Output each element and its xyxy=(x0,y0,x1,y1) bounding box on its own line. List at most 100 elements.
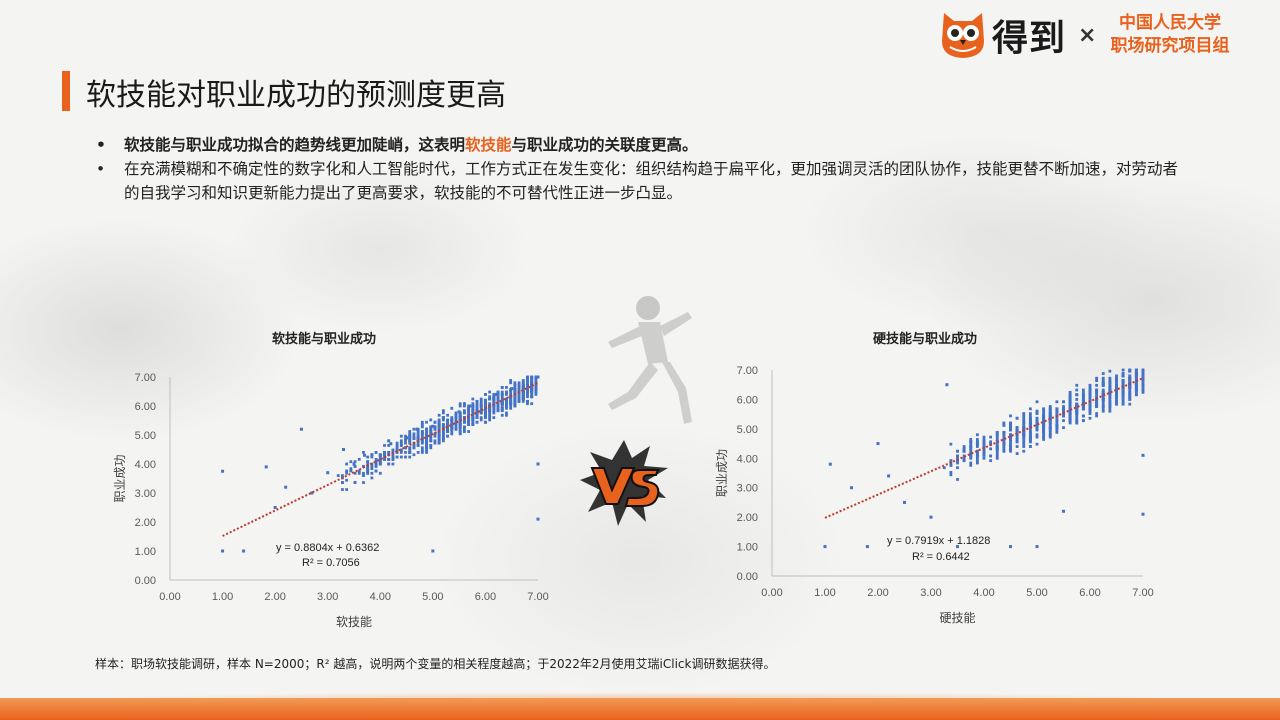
chart-2-data-point xyxy=(949,463,953,467)
chart-2-data-point xyxy=(1075,419,1079,423)
chart-1-data-point xyxy=(471,418,475,422)
chart-2-data-point xyxy=(1055,426,1059,430)
chart-1-data-point xyxy=(505,406,508,410)
chart-2-data-point xyxy=(887,474,891,478)
chart-1-data-point xyxy=(404,451,407,454)
chart-1-data-point xyxy=(454,425,458,429)
chart-1-data-point xyxy=(530,379,534,382)
chart-1-data-point xyxy=(496,397,500,401)
chart-2-data-point xyxy=(1002,423,1006,427)
chart-1-data-point xyxy=(437,413,441,417)
owl-logo-icon xyxy=(942,13,984,58)
chart-1-data-point xyxy=(530,393,534,396)
chart-1-data-point xyxy=(408,446,412,450)
chart-2-data-point xyxy=(1042,433,1046,437)
chart-2-data-point xyxy=(1121,379,1125,382)
chart-1-data-point xyxy=(345,488,349,491)
chart-2-data-point xyxy=(1028,421,1032,425)
chart-1-data-point xyxy=(505,402,508,406)
chart-1-data-point xyxy=(395,455,399,459)
chart-2-data-point xyxy=(1042,419,1046,423)
chart-1-data-point xyxy=(391,462,395,466)
chart-2-data-point xyxy=(969,440,973,444)
chart-2-data-point xyxy=(1055,412,1059,415)
chart-2-data-point xyxy=(1002,438,1006,441)
chart-2-data-point xyxy=(1068,407,1072,411)
chart-1-data-point xyxy=(463,425,466,429)
chart-1-data-point xyxy=(404,434,407,438)
chart-1-x-tick-label: 5.00 xyxy=(422,591,443,603)
chart-1-data-point xyxy=(484,402,487,406)
chart-2-data-point xyxy=(956,466,959,470)
chart-1-data-point xyxy=(450,427,454,431)
chart-2-data-point xyxy=(1128,395,1132,399)
chart-1-data-point xyxy=(534,393,538,396)
partner-line-2: 职场研究项目组 xyxy=(1110,36,1230,56)
chart-1-data-point xyxy=(441,430,445,433)
chart-2-y-tick-label: 0.00 xyxy=(737,571,758,583)
chart-1-data-point xyxy=(395,446,399,450)
chart-1-data-point xyxy=(458,432,462,436)
chart-1-y-tick-label: 4.00 xyxy=(135,459,156,471)
chart-1-data-point xyxy=(505,413,508,417)
chart-1-data-point xyxy=(366,469,370,473)
chart-1-data-point xyxy=(521,395,525,399)
chart-1-data-point xyxy=(513,381,517,385)
chart-2-data-point xyxy=(1048,419,1052,423)
chart-1-data-point xyxy=(416,437,420,440)
chart-1-data-point xyxy=(425,432,428,436)
chart-1-title: 软技能与职业成功 xyxy=(272,332,377,347)
chart-1-data-point xyxy=(221,469,225,473)
chart-2-data-point xyxy=(1035,435,1039,439)
chart-1-data-point xyxy=(463,427,466,431)
chart-1-data-point xyxy=(471,402,475,406)
chart-2-data-point xyxy=(1115,393,1118,397)
bottom-orange-band xyxy=(0,698,1280,720)
chart-1-data-point xyxy=(526,399,529,403)
chart-1-data-point xyxy=(530,381,534,385)
chart-1-data-point xyxy=(479,418,483,422)
chart-2-data-point xyxy=(975,442,979,446)
chart-2-data-point xyxy=(956,449,959,453)
chart-1-data-point xyxy=(500,413,504,417)
bullet-1-post: 与职业成功的关联度更高。 xyxy=(511,136,698,154)
chart-1-data-point xyxy=(425,437,428,440)
chart-1-data-point xyxy=(509,402,513,406)
chart-1-data-point xyxy=(408,441,412,445)
chart-1-r2-label: R² = 0.7056 xyxy=(302,557,360,569)
chart-2-data-point xyxy=(1095,393,1099,397)
chart-2-data-point xyxy=(982,445,986,448)
chart-1-data-point xyxy=(521,388,525,392)
chart-2-data-point xyxy=(969,452,973,455)
chart-1-data-point xyxy=(420,425,424,429)
chart-2-data-point xyxy=(962,449,966,453)
chart-1-x-axis-label: 软技能 xyxy=(336,615,372,629)
chart-2-data-point xyxy=(1088,402,1092,406)
chart-2-data-point xyxy=(1009,435,1012,439)
slide-title: 软技能对职业成功的预测度更高 xyxy=(86,78,506,113)
chart-2-data-point xyxy=(969,463,973,467)
chart-2-data-point xyxy=(1095,400,1099,404)
chart-2-data-point xyxy=(1028,423,1032,427)
chart-1-data-point xyxy=(366,460,370,464)
chart-2-data-point xyxy=(1088,397,1092,401)
chart-1-data-point xyxy=(425,420,428,424)
chart-2-data-point xyxy=(949,442,953,446)
chart-2-data-point xyxy=(1009,438,1012,441)
chart-1-data-point xyxy=(425,451,428,454)
chart-2-data-point xyxy=(1088,407,1092,411)
chart-2-data-point xyxy=(1134,374,1138,378)
chart-2-data-point xyxy=(903,500,906,504)
chart-1-data-point xyxy=(441,434,445,438)
chart-2-data-point xyxy=(1028,440,1032,444)
chart-1-data-point xyxy=(378,471,382,475)
chart-1-data-point xyxy=(509,381,513,385)
chart-1-data-point xyxy=(378,457,382,461)
chart-1-data-point xyxy=(513,383,517,387)
bullet-item-1: • 软技能与职业成功拟合的趋势线更加陡峭，这表明软技能与职业成功的关联度更高。 xyxy=(96,133,1186,157)
chart-2-data-point xyxy=(1015,452,1019,455)
chart-1-data-point xyxy=(362,474,365,477)
chart-2-data-point xyxy=(1055,400,1059,404)
chart-1-data-point xyxy=(412,446,416,450)
chart-1-data-point xyxy=(366,455,370,459)
